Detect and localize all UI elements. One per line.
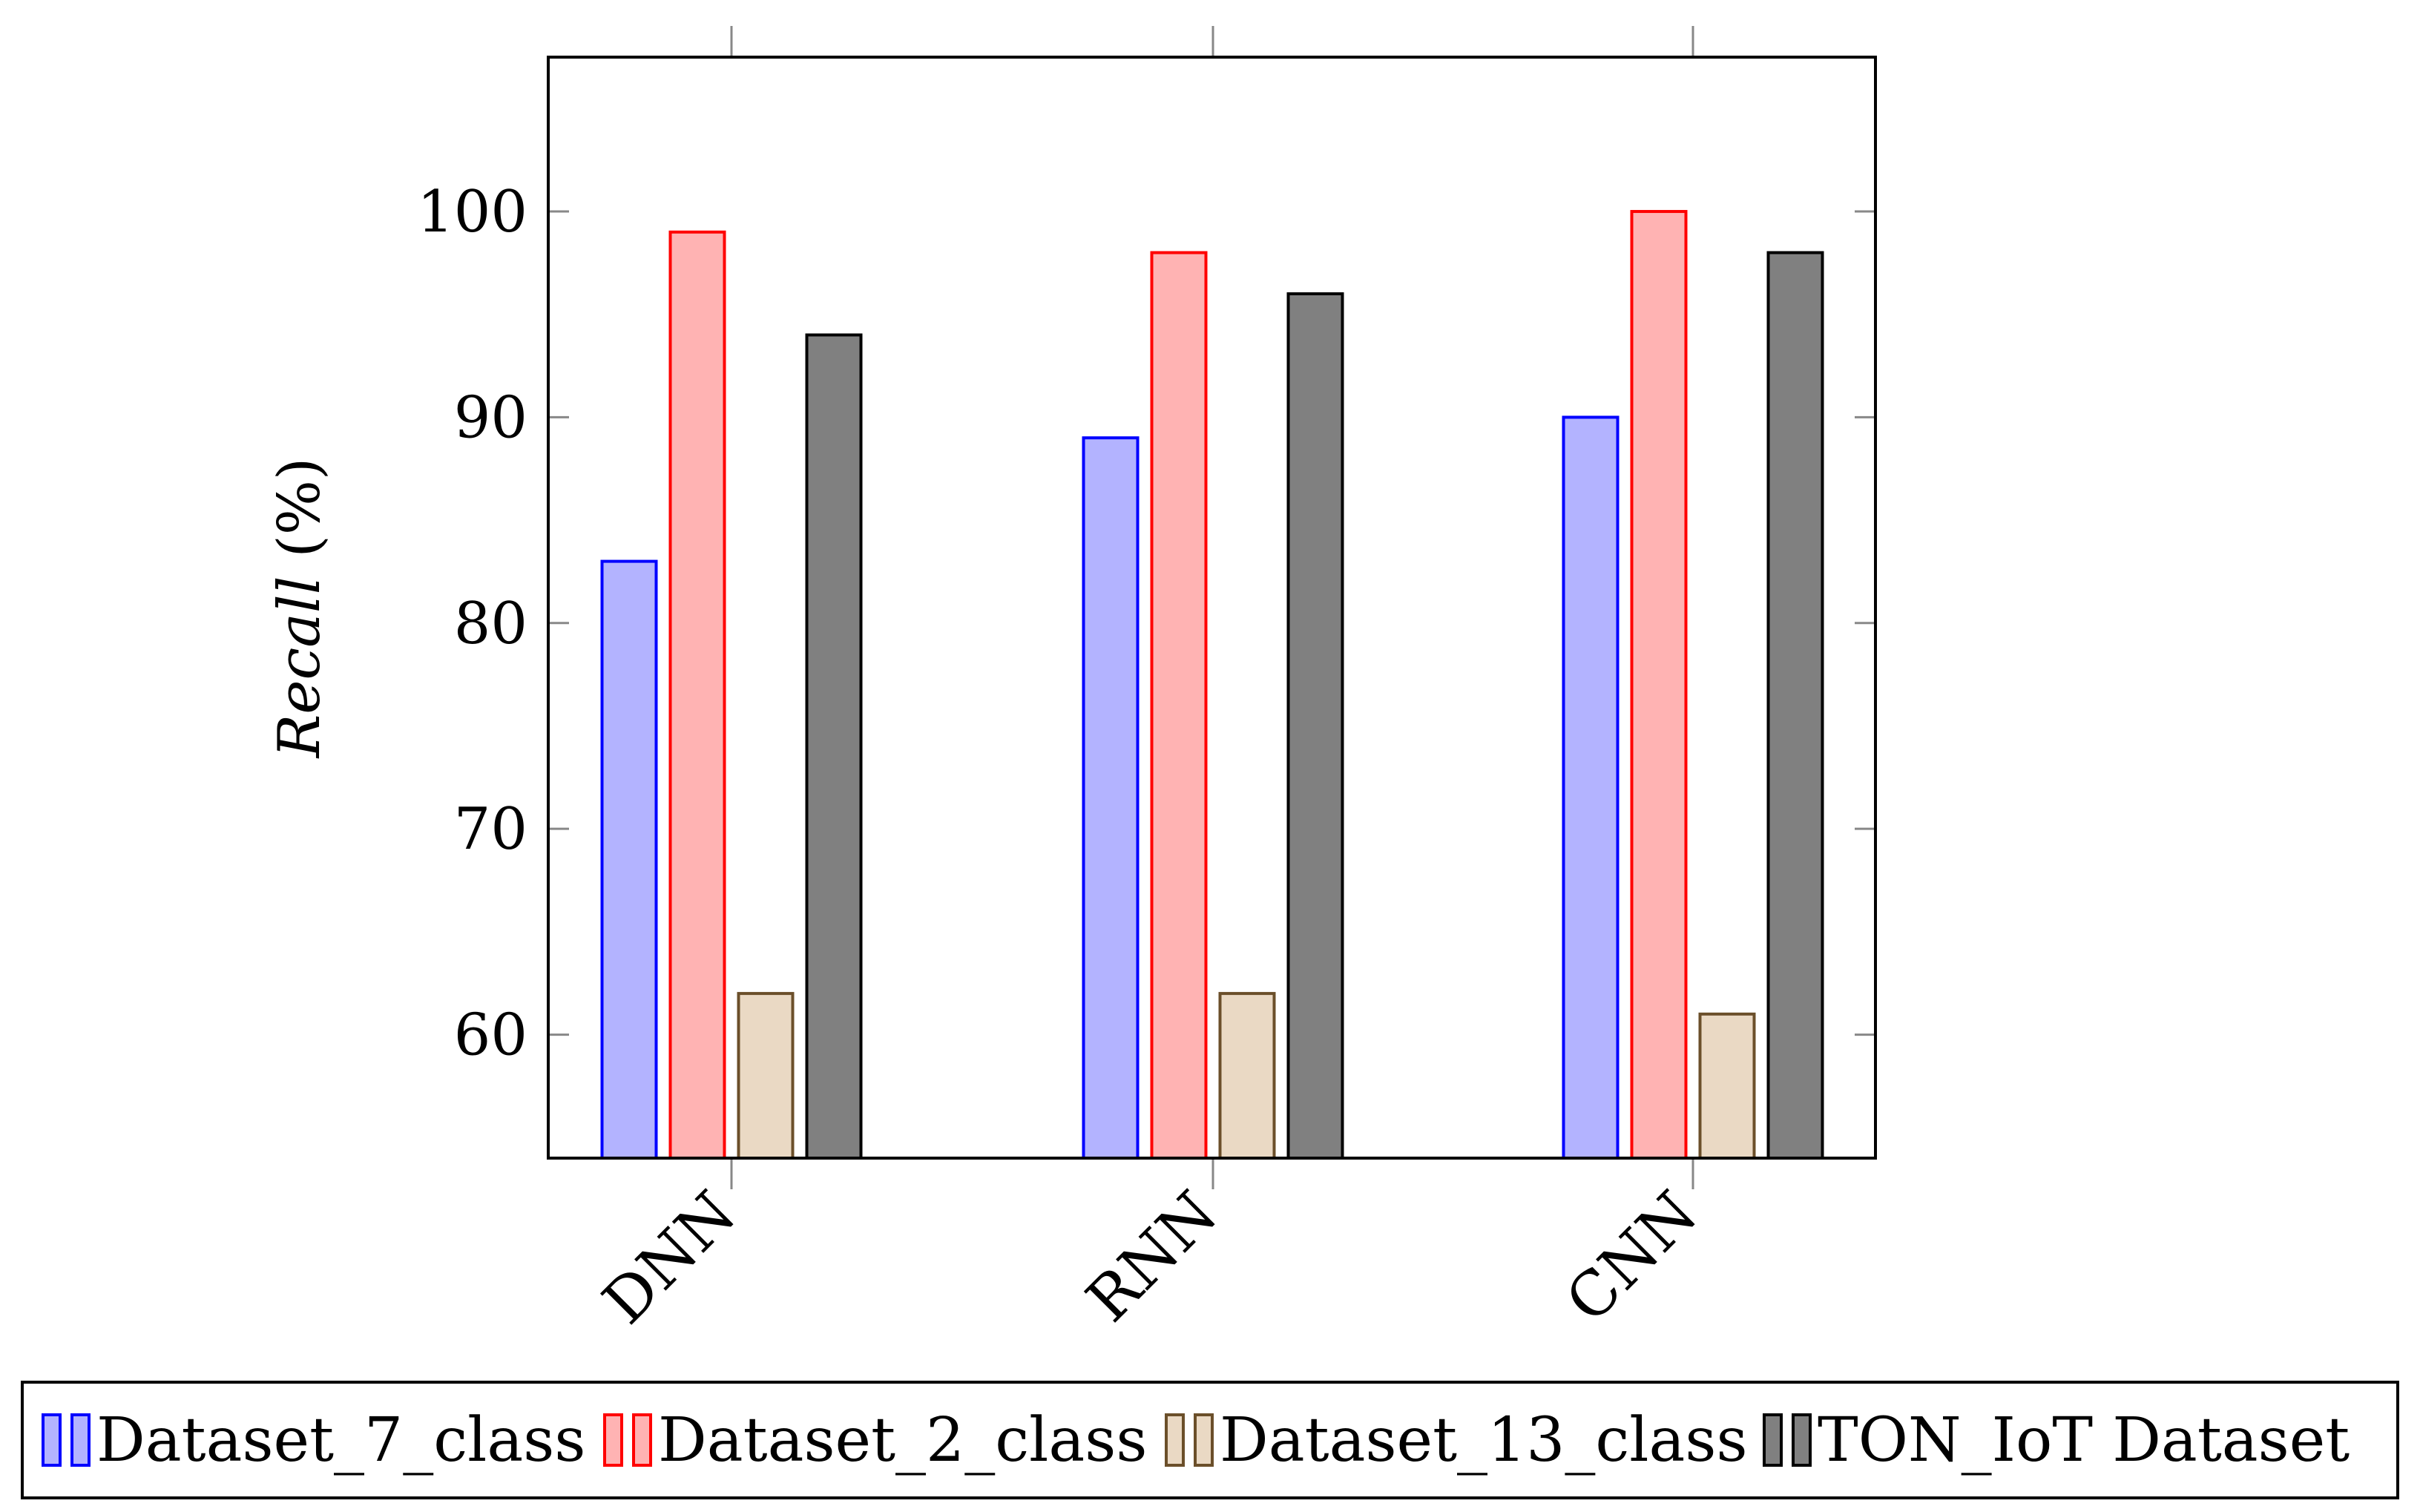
legend-label-ton-iot-dataset: TON_IoT Dataset [1818,1405,2350,1476]
plot-area-frame [547,56,1877,1160]
bar-cnn-dataset-7-class [1562,415,1620,1160]
bar-rnn-dataset-7-class [1082,436,1140,1160]
legend-swatch-ton-iot-dataset-a [1763,1413,1783,1467]
bar-rnn-dataset-13-class [1218,992,1276,1160]
y-tick-label-80: 80 [454,591,527,657]
y-axis-label: Recall (%) [266,458,333,760]
legend-swatch-dataset-2-class-b [632,1413,652,1467]
legend-swatch-dataset-7-class-b [70,1413,91,1467]
bar-dnn-dataset-7-class [600,559,658,1160]
bar-cnn-ton-iot-dataset [1766,251,1824,1160]
legend: Dataset_7_class Dataset_2_class Dataset_13… [42,1405,2350,1476]
y-axis-label-unit: (%) [266,458,333,576]
bar-cnn-dataset-2-class [1630,210,1688,1160]
x-category-label-cnn: CNN [1553,1178,1711,1336]
bar-cnn-dataset-13-class [1698,1012,1756,1160]
y-tick-label-70: 70 [454,796,527,863]
legend-swatch-dataset-2-class-a [603,1413,623,1467]
bars-layer [600,210,1824,1160]
legend-swatch-dataset-7-class-a [42,1413,62,1467]
y-axis-label-name: Recall [266,576,333,759]
legend-swatch-ton-iot-dataset-b [1792,1413,1812,1467]
bar-rnn-ton-iot-dataset [1286,292,1344,1160]
axis-ticks [548,26,1875,1189]
legend-label-dataset-13-class: Dataset_13_class [1220,1405,1748,1476]
x-category-label-dnn: DNN [590,1178,749,1338]
y-tick-labels: 60 70 80 90 100 [417,179,527,1069]
legend-label-dataset-2-class: Dataset_2_class [658,1405,1147,1476]
x-category-label-rnn: RNN [1073,1178,1231,1335]
x-category-labels: DNN RNN CNN [590,1178,1711,1338]
legend-swatch-dataset-13-class-b [1194,1413,1214,1467]
bar-dnn-dataset-13-class [737,992,795,1160]
legend-swatch-dataset-13-class-a [1165,1413,1185,1467]
y-tick-label-100: 100 [417,179,527,246]
bar-dnn-ton-iot-dataset [805,333,863,1160]
bar-dnn-dataset-2-class [668,230,726,1160]
y-tick-label-60: 60 [454,1002,527,1069]
y-tick-label-90: 90 [454,384,527,451]
bar-rnn-dataset-2-class [1150,251,1208,1160]
legend-label-dataset-7-class: Dataset_7_class [96,1405,585,1476]
